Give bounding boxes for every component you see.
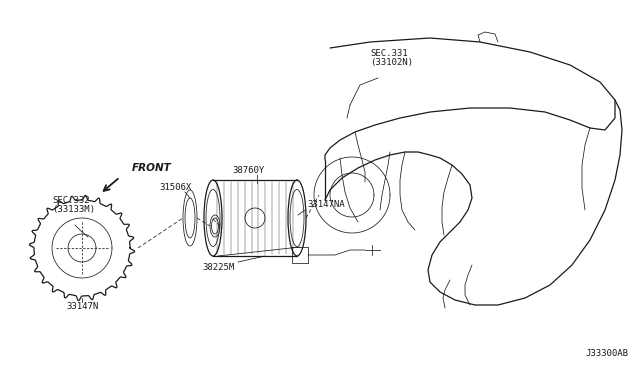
Text: 33147NA: 33147NA [307,199,344,208]
Text: (33102N): (33102N) [370,58,413,67]
Text: 33147N: 33147N [66,302,98,311]
Text: (33133M): (33133M) [52,205,95,214]
Text: 31506X: 31506X [159,183,191,192]
Text: FRONT: FRONT [132,163,172,173]
Text: J33300AB: J33300AB [585,349,628,358]
Text: 38760Y: 38760Y [232,166,264,175]
Text: SEC.332: SEC.332 [52,196,90,205]
Text: 38225M: 38225M [202,263,234,272]
Text: SEC.331: SEC.331 [370,49,408,58]
